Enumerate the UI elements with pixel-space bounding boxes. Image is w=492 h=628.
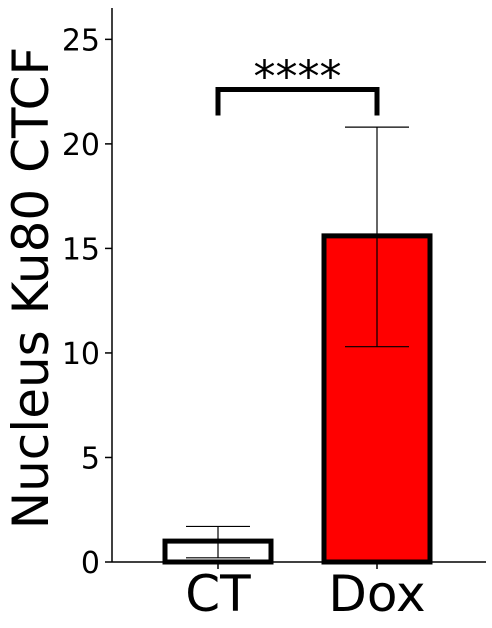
y-tick-label: 5 [81, 441, 100, 476]
y-tick-label: 25 [62, 23, 100, 58]
significance-group: **** [215, 52, 380, 116]
bars-group [162, 233, 433, 565]
x-tick-label-ct: CT [185, 565, 251, 623]
error-bars-group [186, 126, 409, 559]
x-tick-label-dox: Dox [328, 565, 425, 623]
significance-label: **** [254, 52, 342, 103]
y-tick-label: 10 [62, 337, 100, 372]
y-tick-label: 0 [81, 546, 100, 581]
chart-axes: 0 5 10 15 20 25 CT Dox [62, 8, 486, 623]
y-tick-label: 15 [62, 232, 100, 267]
y-tick-label: 20 [62, 128, 100, 163]
y-axis-title: Nucleus Ku80 CTCF [2, 47, 60, 530]
significance-bracket [215, 87, 380, 116]
